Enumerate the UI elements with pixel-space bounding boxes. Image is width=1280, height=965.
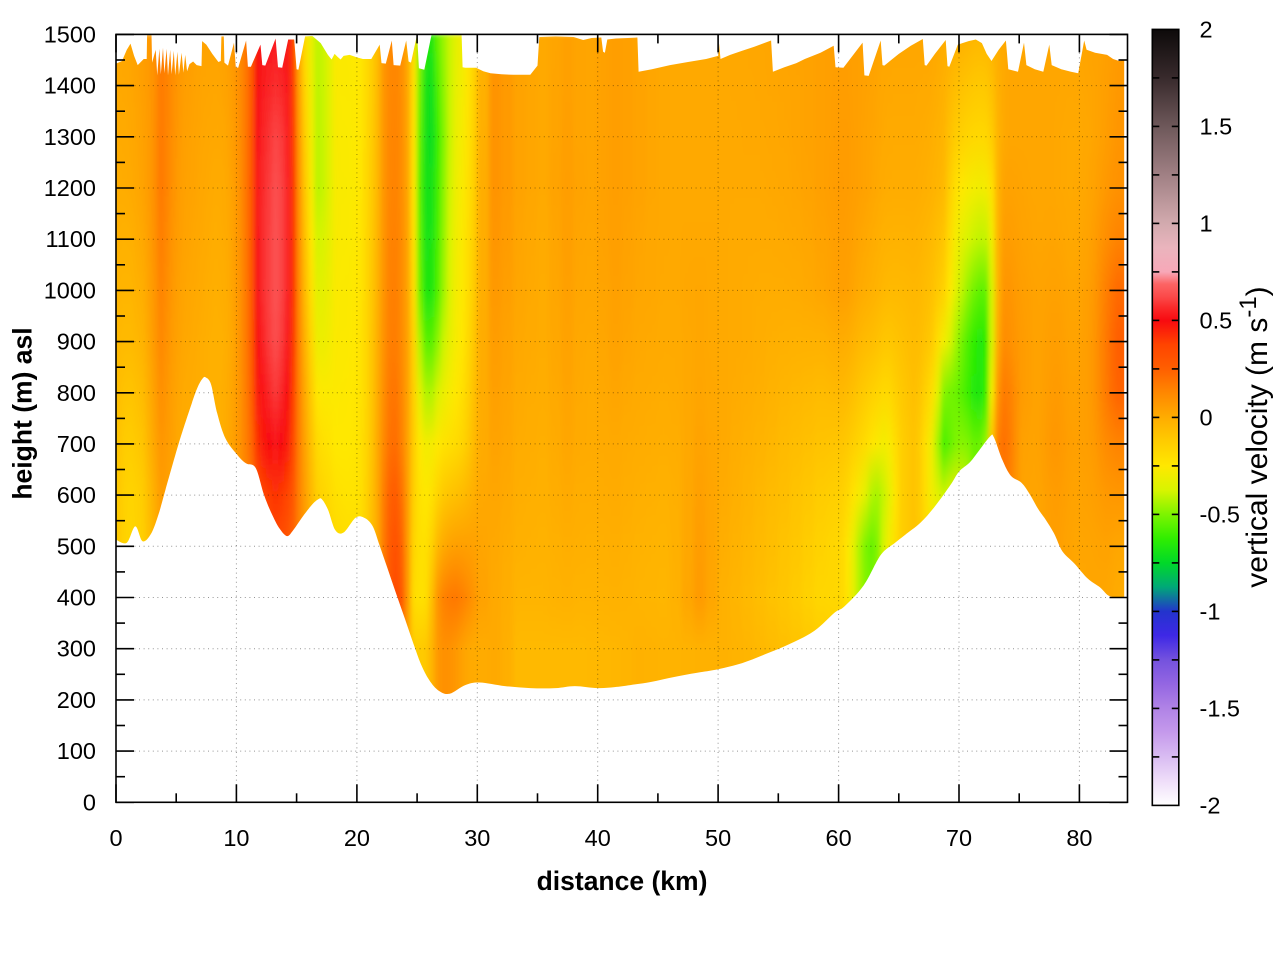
svg-text:1400: 1400	[44, 73, 96, 99]
svg-text:700: 700	[57, 431, 96, 457]
svg-text:-1.5: -1.5	[1200, 695, 1241, 721]
svg-text:300: 300	[57, 636, 96, 662]
svg-text:400: 400	[57, 585, 96, 611]
svg-text:height (m) asl: height (m) asl	[8, 327, 38, 499]
svg-text:80: 80	[1066, 825, 1092, 851]
svg-text:900: 900	[57, 329, 96, 355]
svg-text:distance (km): distance (km)	[537, 866, 708, 896]
svg-text:0.5: 0.5	[1200, 307, 1233, 333]
svg-text:50: 50	[705, 825, 731, 851]
svg-text:800: 800	[57, 380, 96, 406]
svg-text:1000: 1000	[44, 277, 96, 303]
svg-text:40: 40	[585, 825, 611, 851]
svg-text:0: 0	[1200, 404, 1213, 430]
svg-text:60: 60	[826, 825, 852, 851]
svg-text:vertical velocity (m s-1): vertical velocity (m s-1)	[1235, 286, 1274, 587]
svg-text:-0.5: -0.5	[1200, 501, 1241, 527]
svg-text:70: 70	[946, 825, 972, 851]
svg-text:500: 500	[57, 533, 96, 559]
svg-text:20: 20	[344, 825, 370, 851]
svg-text:200: 200	[57, 687, 96, 713]
svg-text:-1: -1	[1200, 598, 1221, 624]
svg-text:10: 10	[223, 825, 249, 851]
svg-text:2: 2	[1200, 16, 1213, 42]
svg-text:1200: 1200	[44, 175, 96, 201]
svg-text:1: 1	[1200, 210, 1213, 236]
svg-text:-2: -2	[1200, 792, 1221, 818]
svg-text:1100: 1100	[45, 226, 96, 252]
svg-text:1.5: 1.5	[1200, 113, 1233, 139]
svg-text:30: 30	[464, 825, 490, 851]
svg-text:1300: 1300	[44, 124, 96, 150]
svg-text:0: 0	[109, 825, 122, 851]
svg-text:100: 100	[57, 738, 96, 764]
svg-text:0: 0	[83, 789, 96, 815]
svg-text:1500: 1500	[44, 21, 96, 47]
svg-text:600: 600	[57, 482, 96, 508]
